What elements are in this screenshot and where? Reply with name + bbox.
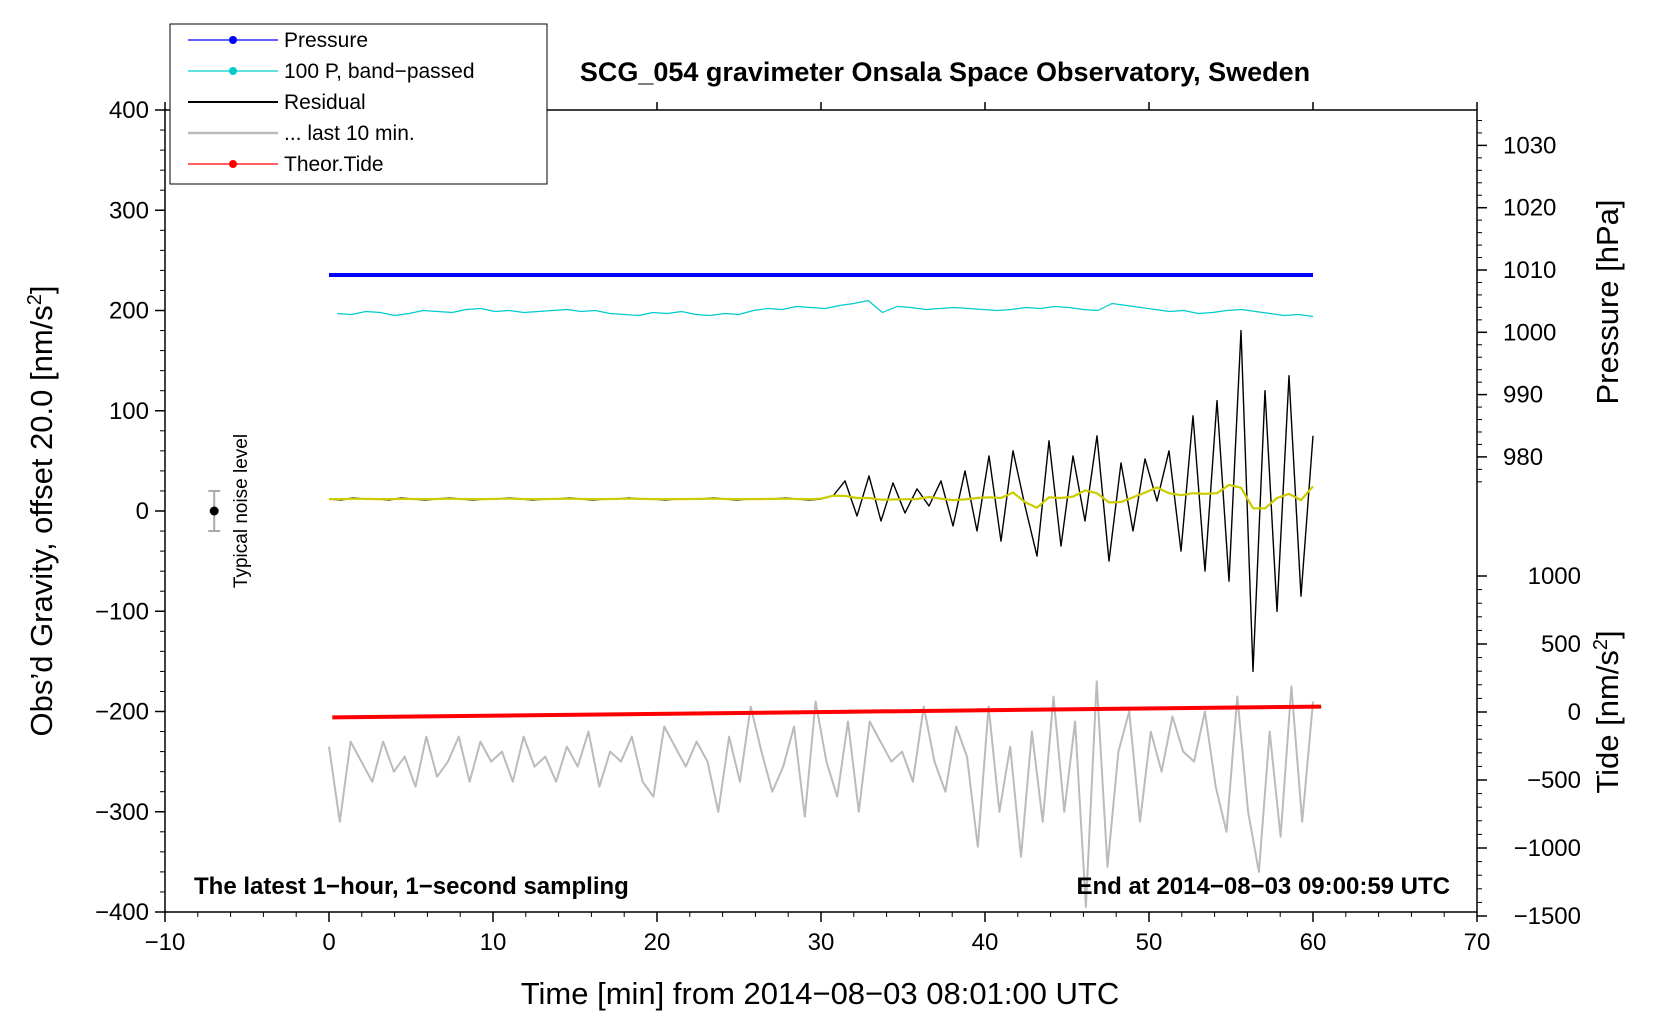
pressure-tick-label: 1020 — [1503, 195, 1556, 222]
y-left-tick-label: 300 — [109, 197, 149, 224]
legend-label: Pressure — [284, 29, 368, 52]
x-tick-label: 60 — [1300, 929, 1327, 956]
x-tick-label: −10 — [145, 929, 186, 956]
pressure-tick-label: 980 — [1503, 444, 1543, 471]
legend-label: 100 P, band−passed — [284, 60, 475, 83]
series-line — [337, 299, 1314, 318]
legend-label: ... last 10 min. — [284, 122, 415, 145]
y-left-tick-label: −300 — [95, 799, 149, 826]
series-layer — [328, 273, 1322, 908]
pressure-tick-label: 1000 — [1503, 319, 1556, 346]
legend-swatch-marker — [229, 36, 237, 44]
pressure-tick-label: 990 — [1503, 382, 1543, 409]
x-tick-label: 0 — [322, 929, 335, 956]
annotation-end-time: End at 2014−08−03 09:00:59 UTC — [1076, 873, 1450, 900]
tide-title-main: Tide [nm/s — [1590, 650, 1625, 794]
y-left-tick-label: 400 — [109, 97, 149, 124]
chart-title: SCG_054 gravimeter Onsala Space Observat… — [580, 57, 1310, 87]
legend-label: Residual — [284, 91, 366, 114]
x-tick-label: 70 — [1464, 929, 1491, 956]
y-left-tick-label: 0 — [136, 498, 149, 525]
tick-layer: −10 0 10 20 30 40 50 60 704003002001000−100−200−… — [95, 97, 1581, 956]
series-line — [328, 680, 1314, 908]
pressure-tick-label: 1010 — [1503, 257, 1556, 284]
pressure-tick-label: 1030 — [1503, 132, 1556, 159]
tide-tick-label: −1500 — [1514, 903, 1581, 930]
noise-point — [209, 506, 219, 516]
plot-area — [164, 109, 1478, 913]
tide-tick-label: −500 — [1527, 767, 1581, 794]
series-line — [332, 704, 1322, 720]
x-tick-label: 30 — [808, 929, 835, 956]
tide-tick-label: 1000 — [1528, 563, 1581, 590]
tide-title-end: ] — [1590, 630, 1625, 639]
x-tick-label: 10 — [480, 929, 507, 956]
noise-label: Typical noise level — [231, 434, 252, 588]
noise-marker: Typical noise level — [208, 434, 252, 588]
y-right-tide-title: Tide [nm/s2] — [1590, 630, 1625, 793]
legend-swatch-marker — [229, 160, 237, 168]
y-left-axis-title-end: ] — [24, 285, 59, 294]
y-left-tick-label: 100 — [109, 398, 149, 425]
legend-swatch-marker — [229, 67, 237, 75]
legend-items: Pressure 100 P, band−passed Residual ... la… — [188, 29, 475, 176]
y-left-tick-label: −100 — [95, 598, 149, 625]
tide-title-sup: 2 — [1590, 639, 1612, 650]
y-left-axis-title: Obs’d Gravity, offset 20.0 [nm/s2] — [24, 285, 59, 736]
x-tick-label: 20 — [644, 929, 671, 956]
x-axis-title: Time [min] from 2014−08−03 08:01:00 UTC — [521, 976, 1120, 1011]
y-left-axis-title-sup: 2 — [24, 294, 46, 305]
residual-filtered-line — [329, 483, 1314, 510]
y-right-pressure-title: Pressure [hPa] — [1590, 199, 1625, 404]
y-left-tick-label: 200 — [109, 298, 149, 325]
y-left-tick-label: −200 — [95, 699, 149, 726]
legend-box — [169, 23, 548, 185]
x-tick-label: 50 — [1136, 929, 1163, 956]
annotation-sampling: The latest 1−hour, 1−second sampling — [194, 873, 629, 900]
y-left-tick-label: −400 — [95, 899, 149, 926]
legend-label: Theor.Tide — [284, 153, 384, 176]
y-left-axis-title-main: Obs’d Gravity, offset 20.0 [nm/s — [24, 305, 59, 736]
legend: Pressure 100 P, band−passed Residual ... la… — [169, 23, 548, 185]
tide-tick-label: 500 — [1541, 631, 1581, 658]
tide-tick-label: 0 — [1568, 699, 1581, 726]
x-tick-label: 40 — [972, 929, 999, 956]
tide-tick-label: −1000 — [1514, 835, 1581, 862]
